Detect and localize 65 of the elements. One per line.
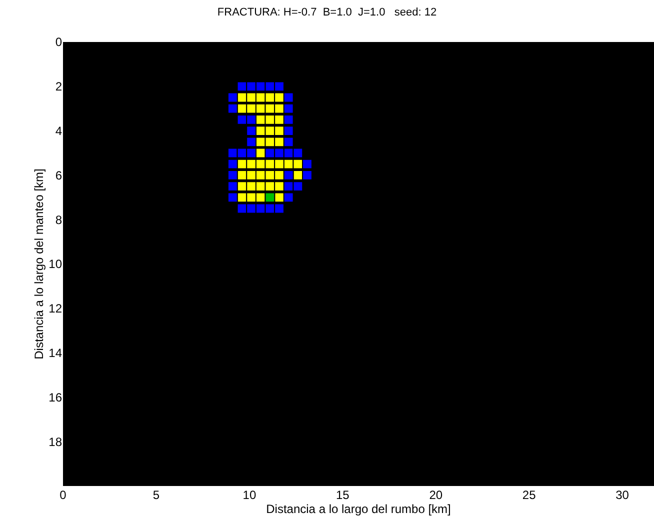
x-tick-label: 10 [242, 488, 256, 502]
point [264, 81, 276, 92]
x-tick-label: 30 [616, 488, 630, 502]
point [283, 136, 294, 148]
y-axis-title: Distancia a lo largo del manteo [km] [32, 168, 46, 360]
point [292, 158, 304, 170]
point [283, 170, 294, 180]
point [227, 170, 238, 180]
point [274, 181, 284, 192]
y-tick-label: 6 [55, 168, 62, 182]
point [264, 103, 276, 114]
x-tick-label: 5 [152, 488, 160, 502]
point [246, 192, 256, 203]
point [246, 181, 256, 192]
y-tick-label: 10 [48, 257, 62, 272]
y-tick-label: 14 [48, 346, 62, 360]
x-tick-label: 15 [336, 488, 350, 502]
point [246, 158, 256, 170]
point [292, 148, 304, 158]
point [246, 148, 256, 158]
point [227, 92, 238, 103]
point [274, 136, 284, 148]
point [264, 181, 276, 192]
point [274, 126, 284, 136]
point [246, 170, 256, 180]
point [274, 81, 284, 92]
point [246, 81, 256, 92]
x-tick-label: 20 [429, 488, 443, 502]
y-tick-label: 8 [55, 212, 62, 227]
point [264, 158, 276, 170]
point [274, 203, 284, 214]
point [264, 136, 276, 148]
point [283, 103, 294, 114]
x-axis-title: Distancia a lo largo del rumbo [km] [266, 502, 451, 516]
point [274, 158, 284, 170]
y-tick-label: 16 [48, 390, 62, 404]
point [246, 103, 256, 114]
point [227, 158, 238, 170]
y-tick-label: 2 [55, 80, 62, 94]
point [283, 92, 294, 103]
y-tick-label: 4 [55, 124, 62, 138]
point [246, 114, 256, 125]
point [264, 114, 276, 125]
point [264, 192, 276, 203]
point [227, 192, 238, 203]
point [302, 158, 312, 170]
point [264, 126, 276, 136]
y-tick-label: 12 [48, 302, 62, 316]
point [274, 114, 284, 125]
point [302, 170, 312, 180]
y-tick-label: 0 [55, 35, 62, 50]
point [274, 170, 284, 180]
chart-title: FRACTURA: H=-0.7 B=1.0 J=1.0 seed: 12 [217, 6, 437, 19]
point [274, 103, 284, 114]
y-tick-label: 18 [48, 434, 62, 449]
point [246, 136, 256, 148]
point [283, 192, 294, 203]
point [227, 181, 238, 192]
point [283, 126, 294, 136]
point [283, 114, 294, 125]
point [264, 170, 276, 180]
point [246, 126, 256, 136]
point [292, 181, 304, 192]
x-tick-label: 25 [522, 488, 536, 502]
point [227, 103, 238, 114]
